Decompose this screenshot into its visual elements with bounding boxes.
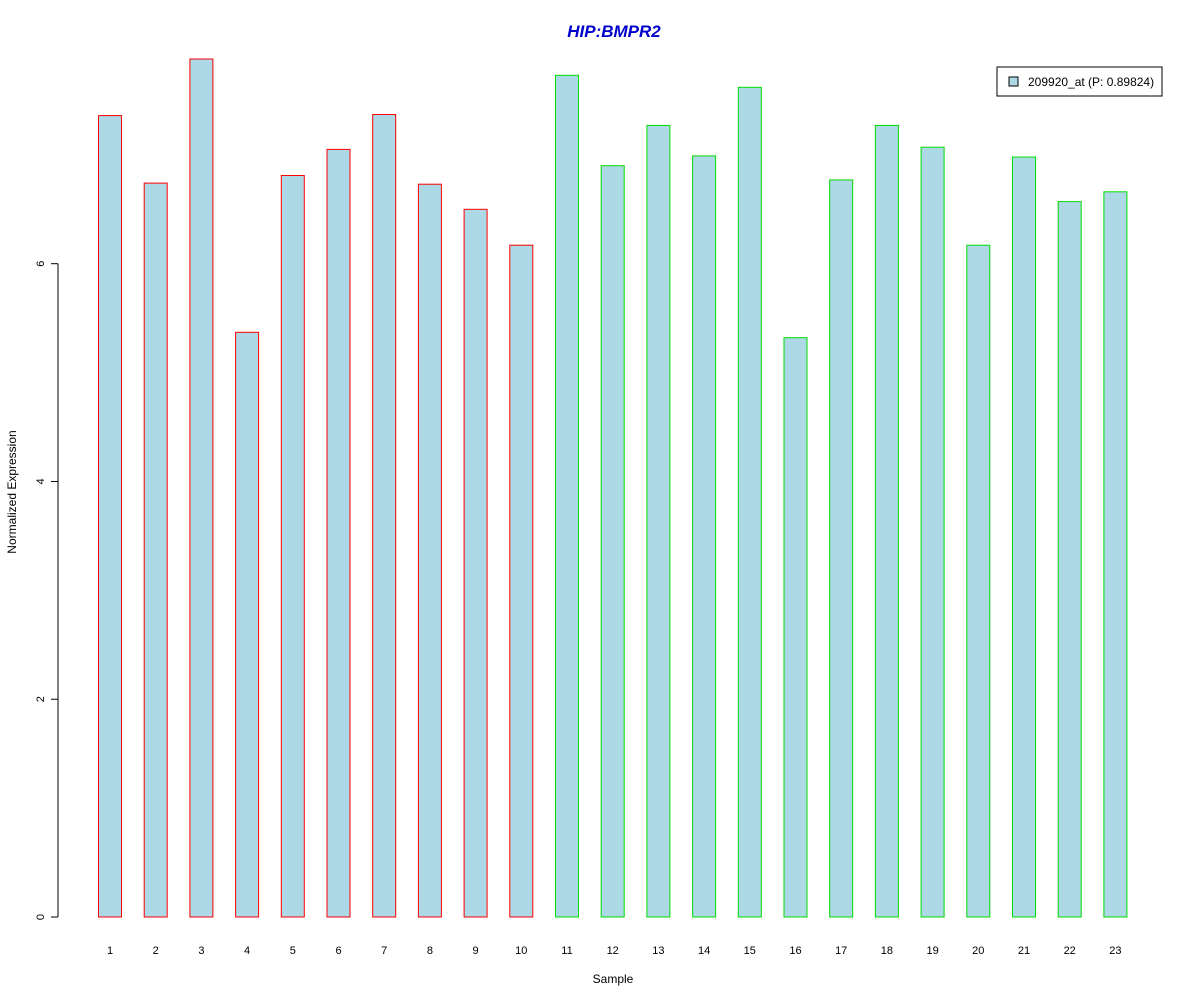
legend-label: 209920_at (P: 0.89824): [1028, 75, 1154, 89]
x-tick-label-14: 14: [698, 945, 710, 957]
x-tick-label-21: 21: [1018, 945, 1030, 957]
x-tick-label-10: 10: [515, 945, 527, 957]
bars: [98, 58, 1128, 918]
x-tick-label-19: 19: [926, 945, 938, 957]
y-tick-label: 4: [35, 478, 47, 484]
bar-20: [966, 244, 991, 918]
bar-4: [235, 331, 260, 918]
y-tick-label: 2: [35, 696, 47, 702]
legend-swatch: [1008, 76, 1019, 87]
bar-17: [829, 179, 854, 918]
bar-3: [189, 58, 214, 918]
y-axis-label: Normalized Expression: [5, 430, 19, 553]
x-tick-label-1: 1: [107, 945, 113, 957]
x-tick-labels: 1 2 3 4 5 6 7 8 9 10 11 12 13 14 15 16 17 18 19 20 21 22 23: [107, 945, 1122, 957]
bar-12: [600, 165, 625, 918]
bar-11: [555, 74, 579, 918]
bar-5: [280, 175, 305, 918]
bar-16: [783, 337, 808, 918]
bar-19: [920, 146, 945, 918]
x-tick-label-12: 12: [607, 945, 619, 957]
bar-8: [417, 183, 442, 918]
x-axis-label: Sample: [593, 972, 634, 986]
bar-14: [692, 155, 717, 918]
y-axis: 0 2 4 6: [35, 261, 59, 920]
bar-7: [372, 114, 397, 918]
x-tick-label-15: 15: [744, 945, 756, 957]
legend: 209920_at (P: 0.89824): [996, 66, 1163, 97]
x-tick-label-20: 20: [972, 945, 984, 957]
x-tick-label-23: 23: [1109, 945, 1121, 957]
bar-18: [874, 124, 899, 918]
y-tick-label: 0: [35, 914, 47, 920]
y-tick-label: 6: [35, 261, 47, 267]
x-tick-label-13: 13: [652, 945, 664, 957]
bar-13: [646, 124, 671, 918]
x-tick-label-4: 4: [244, 945, 250, 957]
x-tick-label-22: 22: [1064, 945, 1076, 957]
bar-21: [1012, 156, 1036, 918]
bar-23: [1103, 191, 1128, 918]
bar-2: [143, 182, 168, 918]
x-tick-label-6: 6: [335, 945, 341, 957]
bar-22: [1057, 201, 1082, 918]
x-tick-label-7: 7: [381, 945, 387, 957]
bar-10: [509, 244, 534, 918]
x-tick-label-5: 5: [290, 945, 296, 957]
bar-9: [463, 208, 488, 918]
x-tick-label-11: 11: [561, 945, 572, 957]
x-tick-label-18: 18: [881, 945, 893, 957]
x-tick-label-8: 8: [427, 945, 433, 957]
x-tick-label-9: 9: [473, 945, 479, 957]
bar-6: [326, 148, 351, 918]
x-tick-label-16: 16: [789, 945, 801, 957]
x-tick-label-3: 3: [198, 945, 204, 957]
x-tick-label-2: 2: [153, 945, 159, 957]
bar-1: [98, 115, 122, 918]
chart-title: HIP:BMPR2: [567, 22, 661, 41]
x-tick-label-17: 17: [835, 945, 847, 957]
legend-box: [996, 66, 1163, 97]
bar-15: [737, 86, 762, 918]
